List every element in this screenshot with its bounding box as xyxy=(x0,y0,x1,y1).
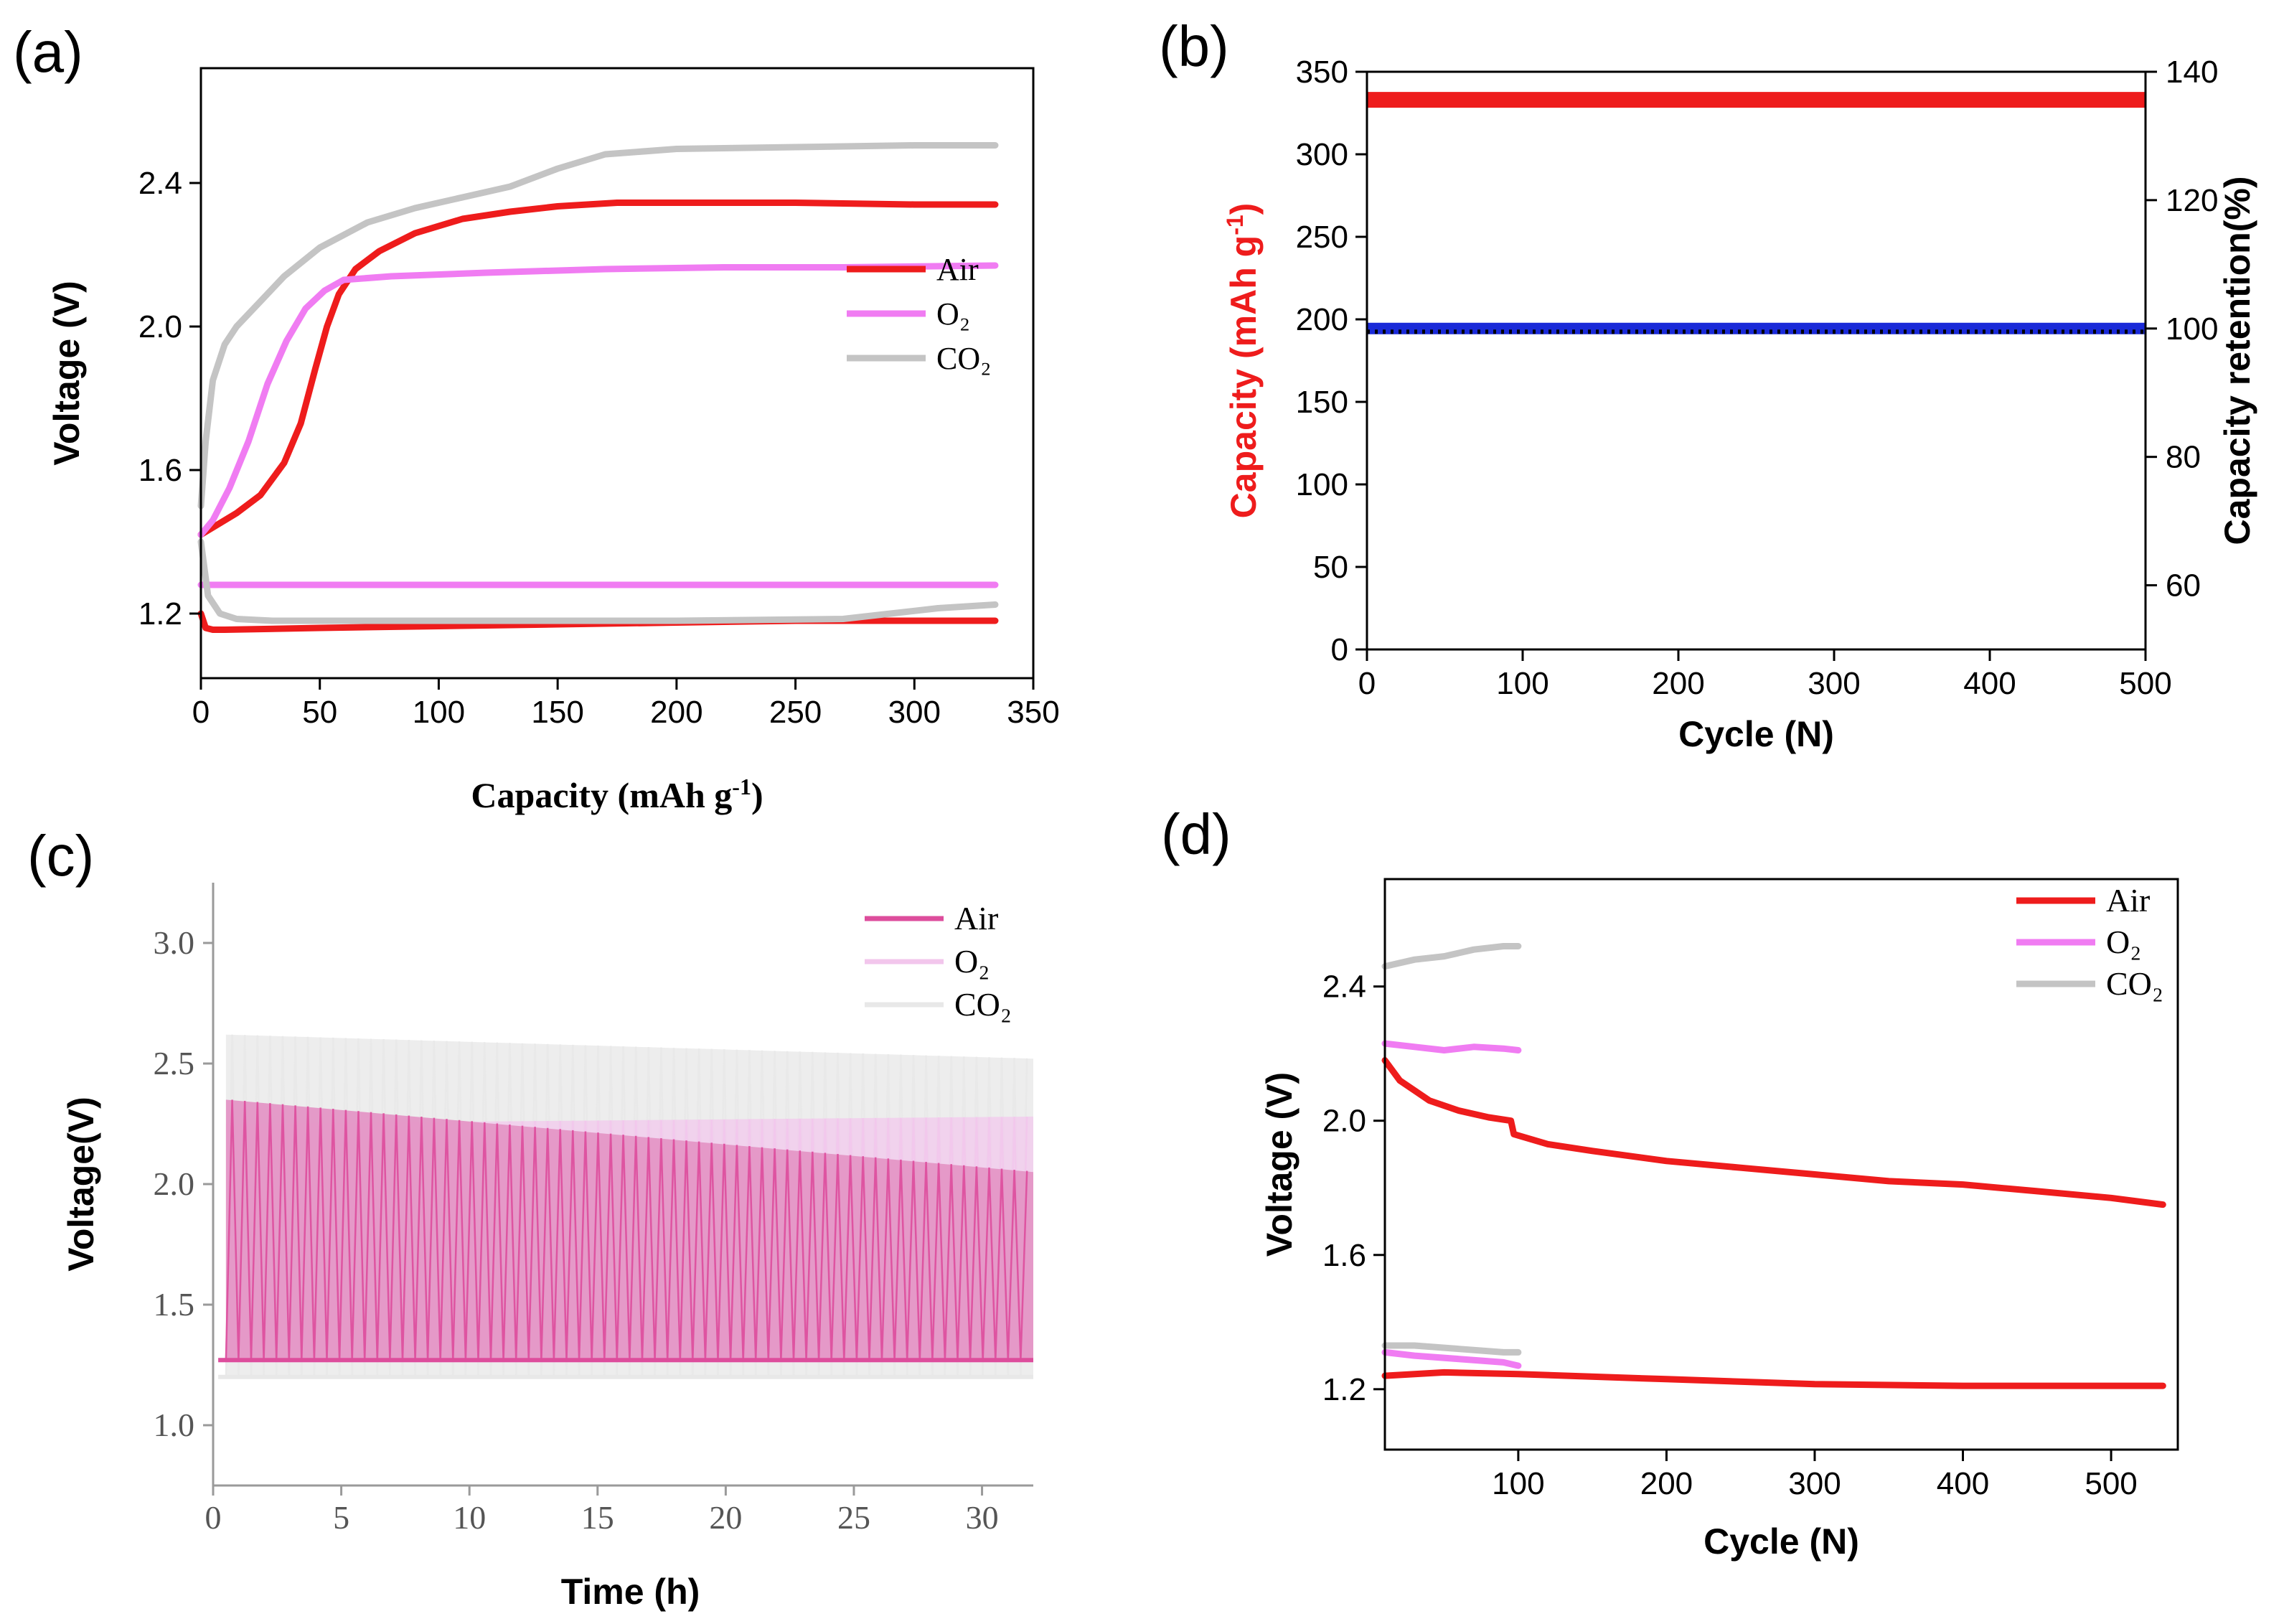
d-series-line xyxy=(1381,1369,2166,1389)
b-frame xyxy=(1366,70,2147,651)
b-xtick-label: 400 xyxy=(1963,666,2016,701)
b-xtick-label: 500 xyxy=(2119,666,2171,701)
b-right-ytick-label: 120 xyxy=(2166,183,2218,218)
c-trace-air xyxy=(225,1099,1028,1361)
d-xaxis-label: Cycle (N) xyxy=(1703,1521,1859,1562)
b-left-ytick-label: 300 xyxy=(1296,137,1348,172)
c-ytick-label: 1.5 xyxy=(154,1286,195,1323)
a-xtick-label: 50 xyxy=(302,695,337,730)
b-xtick-label: 100 xyxy=(1496,666,1548,701)
b-right-ytick-label: 140 xyxy=(2166,55,2218,90)
c-yaxis-label: Voltage(V) xyxy=(61,1097,101,1272)
a-xtick-label: 100 xyxy=(413,695,465,730)
d-yaxis-label: Voltage (V) xyxy=(1259,1072,1300,1257)
b-yaxis-right-label: Capacity retention(%) xyxy=(2217,177,2257,545)
a-ytick-label: 1.2 xyxy=(138,596,182,632)
b-xaxis-label: Cycle (N) xyxy=(1678,714,1834,754)
b-left-ytick-label: 250 xyxy=(1296,220,1348,255)
b-left-ytick-label: 200 xyxy=(1296,302,1348,337)
a-series-line xyxy=(197,262,999,538)
panel-label-b: (b) xyxy=(1159,14,1229,78)
d-legend-label: O₂ xyxy=(2106,924,2141,960)
a-yaxis-label: Voltage (V) xyxy=(47,281,87,465)
d-legend-label: Air xyxy=(2106,882,2150,919)
c-legend-label: CO₂ xyxy=(954,986,1012,1023)
c-xaxis-label: Time (h) xyxy=(561,1572,700,1612)
c-xtick-label: 20 xyxy=(709,1499,742,1536)
d-xtick-label: 200 xyxy=(1640,1466,1693,1501)
d-frame xyxy=(1383,878,2179,1451)
a-series-line xyxy=(197,200,999,538)
a-xaxis-label: Capacity (mAh g-1) xyxy=(471,774,763,815)
d-series-line xyxy=(1381,1040,1522,1053)
a-ytick-label: 1.6 xyxy=(138,453,182,488)
d-series-line xyxy=(1381,1057,2166,1208)
d-ytick-label: 1.2 xyxy=(1322,1372,1366,1407)
c-xtick-label: 5 xyxy=(333,1499,349,1536)
c-xtick-label: 30 xyxy=(966,1499,999,1536)
c-xtick-label: 15 xyxy=(581,1499,614,1536)
c-ytick-label: 3.0 xyxy=(154,924,195,961)
b-xtick-label: 300 xyxy=(1808,666,1860,701)
b-right-ytick-label: 100 xyxy=(2166,311,2218,347)
a-series-line xyxy=(197,142,999,510)
c-band-air xyxy=(225,1099,1033,1361)
a-xtick-label: 200 xyxy=(650,695,702,730)
c-ytick-label: 2.0 xyxy=(154,1165,195,1202)
b-left-ytick-label: 50 xyxy=(1313,550,1348,585)
d-xtick-label: 300 xyxy=(1788,1466,1841,1501)
panel-label-a: (a) xyxy=(13,20,83,84)
d-xtick-label: 500 xyxy=(2085,1466,2137,1501)
a-xtick-label: 300 xyxy=(888,695,941,730)
d-xtick-label: 400 xyxy=(1937,1466,1989,1501)
a-xtick-label: 350 xyxy=(1007,695,1059,730)
b-left-ytick-label: 100 xyxy=(1296,467,1348,502)
c-legend-label: Air xyxy=(954,900,998,937)
a-xtick-label: 150 xyxy=(531,695,583,730)
a-legend-label: O₂ xyxy=(936,296,970,332)
a-ytick-label: 2.0 xyxy=(138,309,182,344)
d-series-line xyxy=(1381,1342,1522,1356)
a-legend-label: CO₂ xyxy=(936,341,991,376)
d-series-line xyxy=(1381,943,1522,970)
b-right-ytick-label: 60 xyxy=(2166,568,2201,604)
b-right-ytick-label: 80 xyxy=(2166,440,2201,475)
a-xtick-label: 0 xyxy=(192,695,210,730)
b-left-ytick-label: 150 xyxy=(1296,385,1348,420)
panel-label-c: (c) xyxy=(27,824,94,888)
d-legend-label: CO₂ xyxy=(2106,965,2163,1002)
a-ytick-label: 2.4 xyxy=(138,166,182,201)
chart-b-cycling-capacity: 0 100 200 300 400 500 0 50 100 150 200 250 300 350 60 8… xyxy=(1222,55,2257,754)
d-ytick-label: 2.0 xyxy=(1322,1104,1366,1139)
d-xtick-label: 100 xyxy=(1492,1466,1544,1501)
b-xtick-label: 200 xyxy=(1652,666,1704,701)
a-xtick-label: 250 xyxy=(769,695,822,730)
chart-c-voltage-time: 0 5 10 15 20 25 30 1.0 1.5 2.0 2.5 3.0 Time (h) Volta… xyxy=(61,883,1033,1612)
c-xtick-label: 0 xyxy=(205,1499,222,1536)
c-ytick-label: 1.0 xyxy=(154,1407,195,1443)
a-frame xyxy=(199,67,1035,680)
d-ytick-label: 1.6 xyxy=(1322,1238,1366,1273)
b-left-ytick-label: 350 xyxy=(1296,55,1348,90)
c-ytick-label: 2.5 xyxy=(154,1045,195,1081)
chart-a-voltage-capacity: 0 50 100 150 200 250 300 350 1.2 1.6 2.0 2.4 Capacit… xyxy=(47,67,1060,815)
d-series-line xyxy=(1381,1348,1522,1369)
b-yaxis-left-label: Capacity (mAh g-1) xyxy=(1222,203,1264,519)
panel-label-d: (d) xyxy=(1161,802,1231,866)
a-series-line xyxy=(197,538,999,624)
c-xtick-label: 10 xyxy=(453,1499,486,1536)
c-legend-label: O₂ xyxy=(954,943,990,980)
a-legend-label: Air xyxy=(936,252,979,287)
c-xtick-label: 25 xyxy=(837,1499,870,1536)
b-xtick-label: 0 xyxy=(1358,666,1376,701)
d-ytick-label: 2.4 xyxy=(1322,970,1366,1005)
b-left-ytick-label: 0 xyxy=(1331,632,1348,667)
chart-d-voltage-cycle: 100 200 300 400 500 1.2 1.6 2.0 2.4 Cycle (N) Volt… xyxy=(1259,878,2179,1562)
